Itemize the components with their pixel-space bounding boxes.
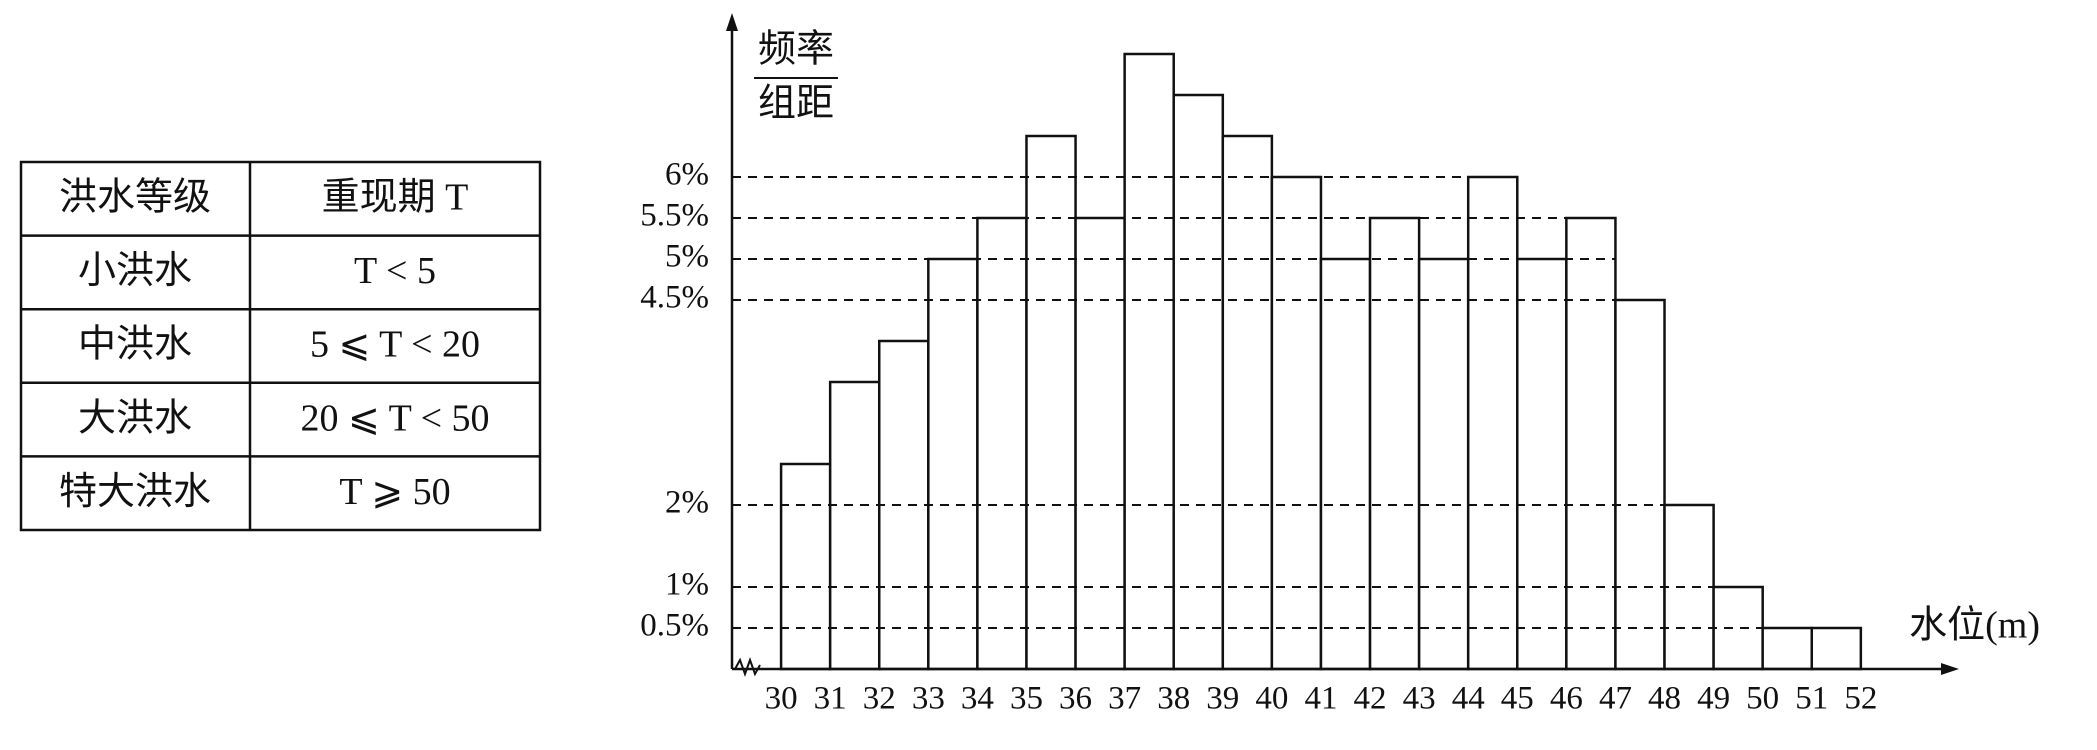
x-tick-label: 39: [1206, 681, 1239, 717]
x-tick-label: 38: [1157, 681, 1190, 717]
x-tick-label: 45: [1501, 681, 1534, 717]
y-axis-label-numerator: 频率: [758, 29, 834, 71]
table-cell: 特大洪水: [59, 471, 211, 513]
bar: [1614, 298, 1666, 671]
bar: [1516, 257, 1568, 671]
y-tick-label: 5.5%: [640, 198, 709, 234]
x-tick-label: 43: [1403, 681, 1436, 717]
table-cell: 20 ⩽ T < 50: [300, 397, 489, 439]
table-header-cell: 洪水等级: [59, 177, 211, 219]
bar: [1221, 134, 1274, 671]
x-tick-label: 40: [1255, 681, 1288, 717]
bar: [1712, 585, 1764, 671]
flood-table: 洪水等级 重现期 T 小洪水 T < 5 中洪水 5 ⩽ T < 20 大洪水 20 ⩽ T …: [19, 160, 542, 532]
bar: [1270, 175, 1323, 671]
bar: [1172, 93, 1225, 671]
bar: [1663, 503, 1715, 671]
y-axis-label-denominator: 组距: [758, 83, 834, 125]
y-axis-arrow: [726, 13, 738, 31]
x-tick-label: 48: [1648, 681, 1681, 717]
x-tick-label: 51: [1795, 681, 1828, 717]
bar: [1810, 626, 1863, 671]
bar: [1123, 52, 1175, 671]
x-tick-label: 41: [1304, 681, 1337, 717]
x-tick-label: 44: [1452, 681, 1485, 717]
y-tick-label: 2%: [665, 485, 709, 521]
y-tick-label: 0.5%: [640, 608, 709, 644]
table-cell: T < 5: [354, 250, 436, 292]
bar: [1319, 257, 1372, 671]
y-tick-label: 1%: [665, 567, 709, 603]
x-tick-label: 47: [1599, 681, 1632, 717]
y-tick-label: 6%: [665, 157, 709, 193]
table-cell: T ⩾ 50: [339, 471, 450, 513]
table-cell: 5 ⩽ T < 20: [310, 324, 480, 366]
x-axis-label: 水位(m): [1909, 605, 2040, 647]
table-cell: 中洪水: [78, 324, 192, 366]
x-tick-label: 35: [1010, 681, 1043, 717]
table-border: [19, 160, 542, 532]
x-tick-label: 32: [863, 681, 896, 717]
x-tick-label: 36: [1059, 681, 1092, 717]
x-tick-label: 50: [1746, 681, 1779, 717]
bar: [828, 380, 881, 671]
table-header-cell: 重现期 T: [322, 177, 469, 219]
bar: [1565, 216, 1617, 671]
x-tick-label: 46: [1550, 681, 1583, 717]
x-tick-label: 31: [814, 681, 847, 717]
x-tick-label: 33: [912, 681, 945, 717]
bar: [1466, 175, 1519, 671]
bar: [1417, 257, 1470, 671]
x-tick-label: 42: [1354, 681, 1387, 717]
x-tick-label: 49: [1697, 681, 1730, 717]
y-tick-label: 4.5%: [640, 280, 709, 316]
x-axis-arrow: [1941, 663, 1959, 675]
x-tick-label: 37: [1108, 681, 1141, 717]
axis-break: [734, 657, 761, 677]
bar: [1761, 626, 1814, 671]
bar: [976, 216, 1028, 671]
bar: [1074, 216, 1126, 671]
table-cell: 大洪水: [78, 397, 192, 439]
y-tick-label: 5%: [665, 239, 709, 275]
bar: [779, 462, 832, 671]
table-cell: 小洪水: [78, 250, 192, 292]
bar: [927, 257, 979, 671]
x-tick-label: 30: [765, 681, 798, 717]
bar: [1025, 134, 1077, 671]
x-tick-label: 34: [961, 681, 994, 717]
x-tick-label: 52: [1844, 681, 1877, 717]
bar: [1368, 216, 1421, 671]
bar: [877, 339, 930, 671]
